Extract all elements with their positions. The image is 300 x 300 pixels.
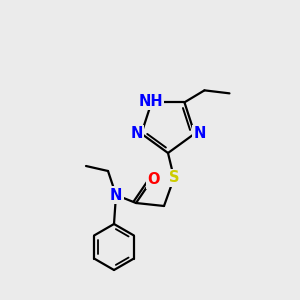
Text: O: O <box>148 172 160 188</box>
Text: N: N <box>130 126 142 141</box>
Text: S: S <box>169 170 179 185</box>
Text: NH: NH <box>138 94 163 109</box>
Text: N: N <box>194 126 206 141</box>
Text: N: N <box>110 188 122 202</box>
